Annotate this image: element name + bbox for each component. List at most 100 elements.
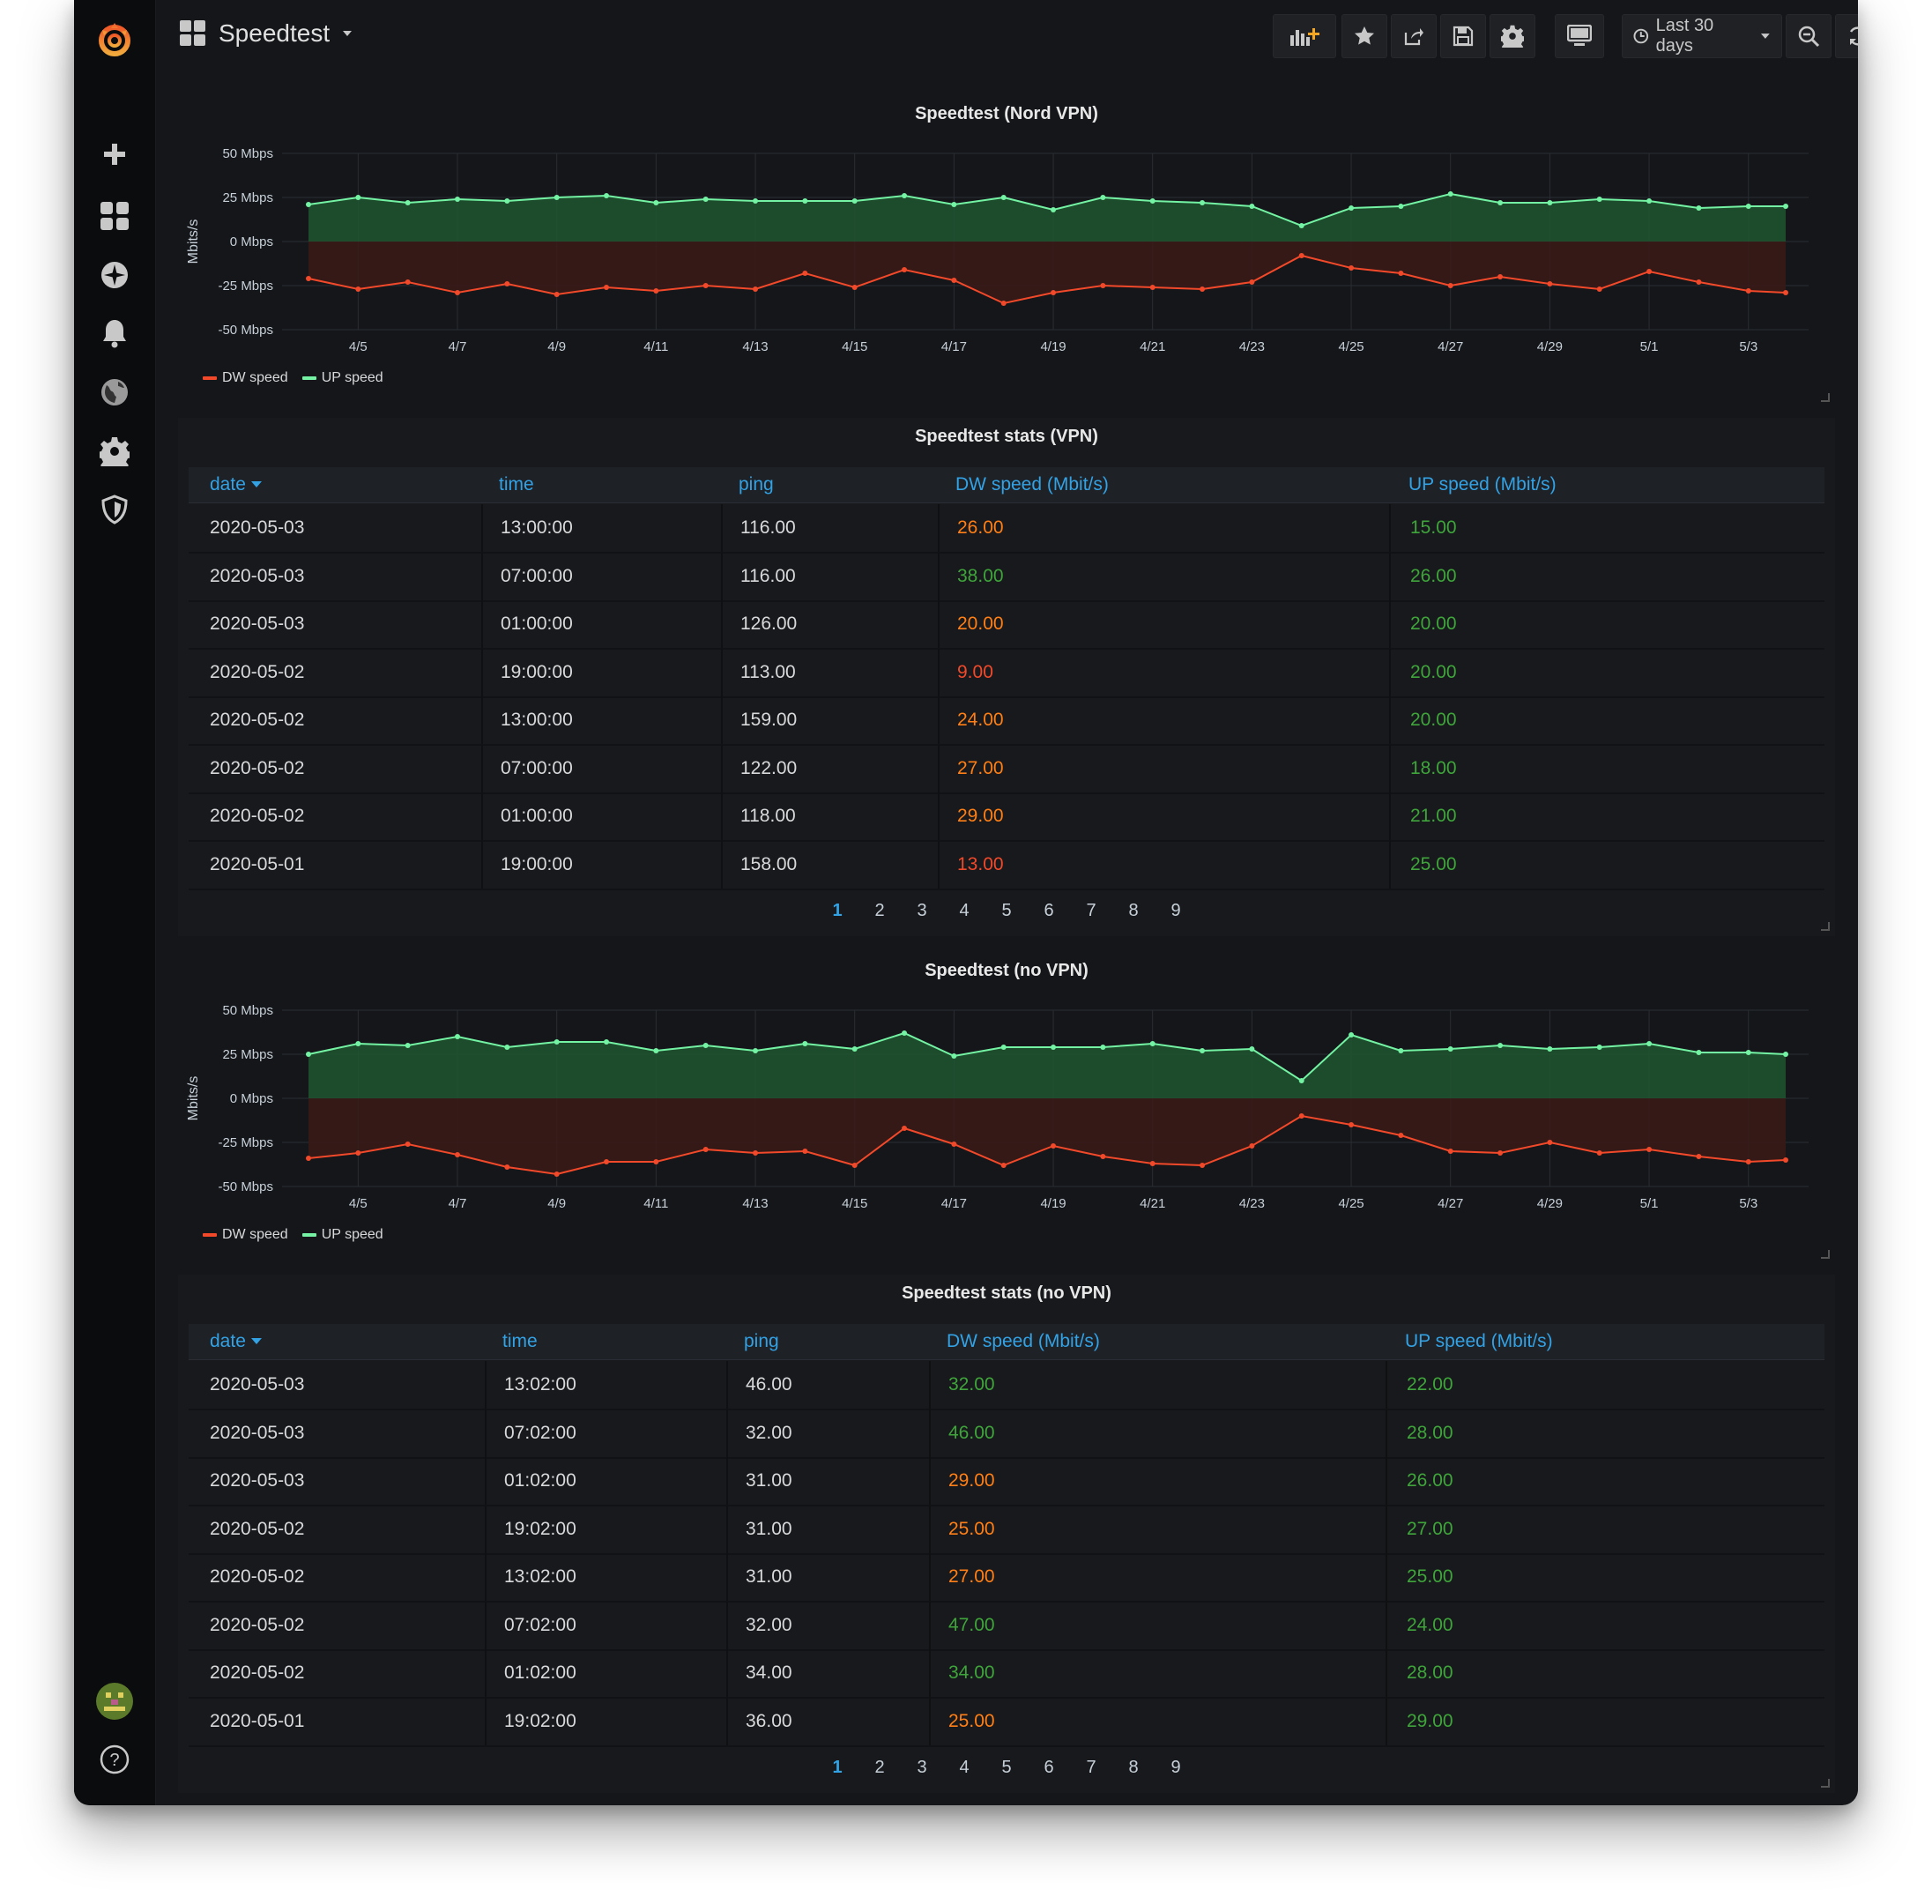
data-point[interactable] (604, 285, 610, 290)
data-point[interactable] (1051, 207, 1057, 212)
data-point[interactable] (455, 197, 461, 202)
data-point[interactable] (1646, 269, 1653, 274)
data-point[interactable] (1349, 265, 1355, 271)
data-point[interactable] (802, 1149, 808, 1154)
zoom-out-button[interactable] (1786, 14, 1832, 58)
data-point[interactable] (753, 1048, 759, 1053)
legend-item-dw[interactable]: DW speed (203, 370, 288, 386)
data-point[interactable] (802, 198, 808, 204)
data-point[interactable] (1783, 290, 1788, 295)
page-link-4[interactable]: 4 (959, 1758, 970, 1777)
data-point[interactable] (1547, 281, 1553, 286)
data-point[interactable] (802, 1041, 808, 1046)
data-point[interactable] (355, 1041, 361, 1046)
data-point[interactable] (1249, 279, 1255, 285)
data-point[interactable] (1349, 1032, 1355, 1038)
table-row[interactable]: 2020-05-03 13:00:00 116.00 26.00 15.00 (189, 504, 1824, 554)
avatar[interactable] (93, 1680, 136, 1722)
column-header-ping[interactable]: ping (739, 467, 774, 502)
data-point[interactable] (1696, 1154, 1702, 1159)
column-header-dw[interactable]: DW speed (Mbit/s) (955, 467, 1109, 502)
data-point[interactable] (653, 200, 659, 205)
data-point[interactable] (554, 1171, 560, 1177)
page-link-7[interactable]: 7 (1086, 901, 1096, 920)
data-point[interactable] (1200, 1163, 1206, 1168)
data-point[interactable] (753, 1150, 759, 1156)
data-point[interactable] (1000, 1163, 1007, 1168)
column-header-date[interactable]: date (210, 467, 262, 502)
table-row[interactable]: 2020-05-03 01:00:00 126.00 20.00 20.00 (189, 600, 1824, 650)
chart-vpn[interactable]: Mbits/s 50 Mbps 25 Mbps 0 Mbps -25 Mbps -50 M… (178, 141, 1835, 423)
data-point[interactable] (1696, 205, 1702, 211)
data-point[interactable] (902, 1030, 908, 1036)
data-point[interactable] (306, 1156, 311, 1161)
data-point[interactable] (702, 1147, 709, 1152)
alerting-bell-icon[interactable] (97, 316, 132, 351)
page-link-5[interactable]: 5 (1001, 1758, 1012, 1777)
data-point[interactable] (1745, 1050, 1751, 1055)
data-point[interactable] (1298, 1078, 1304, 1083)
chart-novpn[interactable]: Mbits/s 50 Mbps 25 Mbps 0 Mbps -25 Mbps -50 M… (178, 998, 1835, 1280)
data-point[interactable] (504, 198, 510, 204)
data-point[interactable] (1100, 1045, 1106, 1050)
data-point[interactable] (851, 1163, 858, 1168)
data-point[interactable] (653, 1048, 659, 1053)
create-plus-icon[interactable] (97, 137, 132, 172)
dashboard-settings-button[interactable] (1490, 14, 1535, 58)
data-point[interactable] (1100, 1154, 1106, 1159)
legend-item-dw[interactable]: DW speed (203, 1227, 288, 1243)
data-point[interactable] (1298, 253, 1304, 258)
data-point[interactable] (604, 1159, 610, 1164)
data-point[interactable] (1000, 195, 1007, 200)
data-point[interactable] (653, 1159, 659, 1164)
data-point[interactable] (802, 271, 808, 276)
column-header-time[interactable]: time (502, 1324, 538, 1359)
table-row[interactable]: 2020-05-02 13:02:00 31.00 27.00 25.00 (189, 1553, 1824, 1603)
data-point[interactable] (1000, 301, 1007, 306)
add-panel-button[interactable] (1273, 14, 1336, 58)
share-dashboard-button[interactable] (1391, 14, 1437, 58)
data-point[interactable] (1149, 198, 1155, 204)
data-point[interactable] (455, 1152, 461, 1157)
data-point[interactable] (554, 195, 560, 200)
data-point[interactable] (1547, 200, 1553, 205)
data-point[interactable] (455, 290, 461, 295)
refresh-button[interactable] (1835, 14, 1858, 58)
data-point[interactable] (1547, 1046, 1553, 1052)
panel-resize-handle[interactable] (1821, 393, 1830, 402)
data-point[interactable] (1100, 283, 1106, 288)
table-row[interactable]: 2020-05-02 19:00:00 113.00 9.00 20.00 (189, 648, 1824, 698)
data-point[interactable] (951, 1142, 957, 1147)
data-point[interactable] (1149, 285, 1155, 290)
column-header-up[interactable]: UP speed (Mbit/s) (1408, 467, 1557, 502)
data-point[interactable] (504, 1045, 510, 1050)
data-point[interactable] (1696, 1050, 1702, 1055)
table-row[interactable]: 2020-05-01 19:02:00 36.00 25.00 29.00 (189, 1697, 1824, 1747)
page-link-6[interactable]: 6 (1044, 901, 1054, 920)
page-link-8[interactable]: 8 (1128, 901, 1139, 920)
data-point[interactable] (405, 279, 411, 285)
data-point[interactable] (1596, 286, 1602, 292)
data-point[interactable] (405, 200, 411, 205)
data-point[interactable] (1596, 197, 1602, 202)
data-point[interactable] (951, 1053, 957, 1059)
data-point[interactable] (1646, 1147, 1653, 1152)
dashboard-picker[interactable]: Speedtest (180, 19, 353, 48)
panel-resize-handle[interactable] (1821, 1250, 1830, 1259)
data-point[interactable] (702, 1043, 709, 1048)
page-link-7[interactable]: 7 (1086, 1758, 1096, 1777)
configuration-gear-icon[interactable] (97, 434, 132, 469)
data-point[interactable] (1497, 200, 1504, 205)
data-point[interactable] (1646, 1041, 1653, 1046)
data-point[interactable] (1447, 1149, 1453, 1154)
data-point[interactable] (1149, 1161, 1155, 1166)
data-point[interactable] (1249, 1046, 1255, 1052)
data-point[interactable] (951, 278, 957, 283)
page-link-8[interactable]: 8 (1128, 1758, 1139, 1777)
page-link-6[interactable]: 6 (1044, 1758, 1054, 1777)
data-point[interactable] (1646, 198, 1653, 204)
data-point[interactable] (1745, 1159, 1751, 1164)
tv-mode-button[interactable] (1555, 14, 1604, 58)
column-header-up[interactable]: UP speed (Mbit/s) (1405, 1324, 1553, 1359)
data-point[interactable] (851, 285, 858, 290)
